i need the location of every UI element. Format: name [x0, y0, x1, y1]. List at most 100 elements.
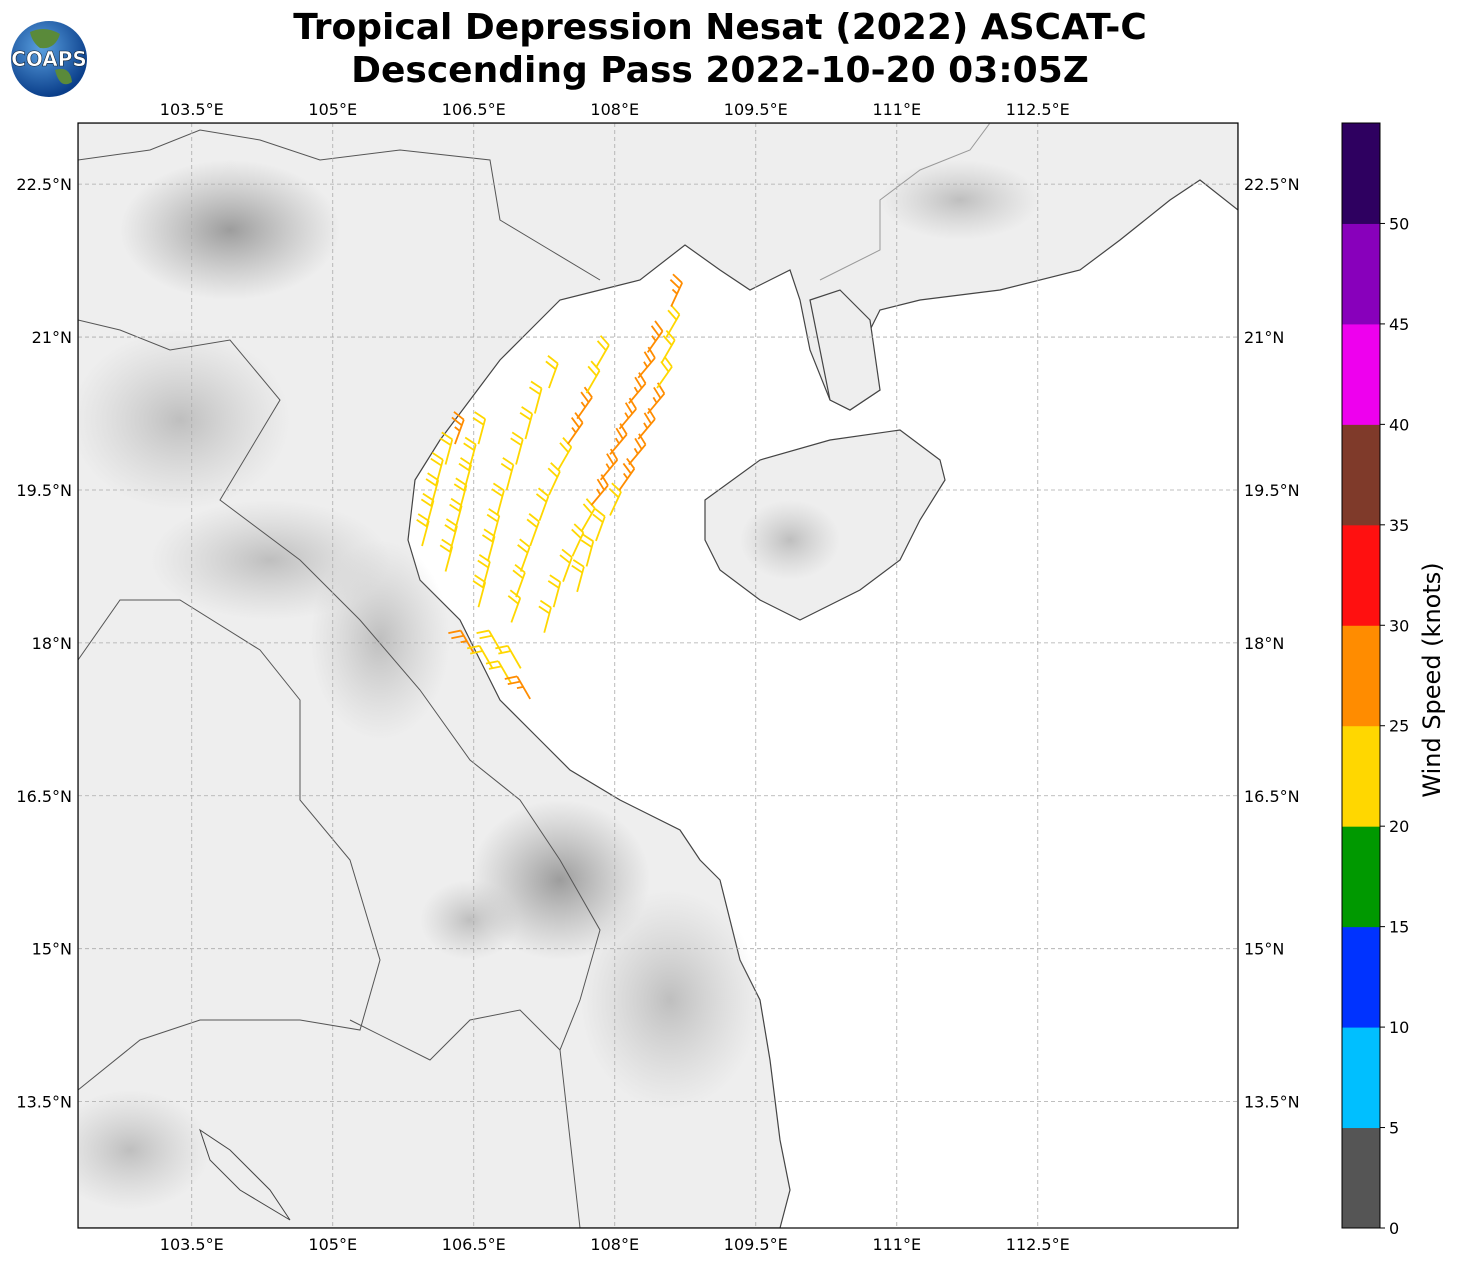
barb-shaft: [646, 393, 666, 415]
barb-full: [510, 437, 522, 446]
barb-full: [420, 498, 433, 508]
barb-shaft: [543, 607, 552, 633]
barb-full: [669, 279, 681, 290]
wind-barb: [535, 487, 550, 521]
title-line-1: Tropical Depression Nesat (2022) ASCAT-C: [293, 7, 1147, 48]
barb-full: [514, 564, 526, 574]
barb-shaft: [557, 446, 573, 471]
barb-full: [519, 411, 532, 421]
colorbar-bin: [1342, 826, 1380, 928]
barb-full: [571, 528, 582, 539]
barb-half: [596, 488, 602, 496]
barb-shaft: [497, 660, 513, 685]
lon-tick-label-top: 108°E: [590, 100, 639, 119]
colorbar-tick-label: 20: [1389, 817, 1409, 836]
wind-barb: [485, 660, 513, 685]
wind-barb: [660, 329, 676, 364]
barb-full: [622, 462, 632, 475]
wind-barb: [585, 360, 601, 394]
lon-tick-label-top: 103.5°E: [160, 100, 224, 119]
barb-shaft: [595, 516, 606, 542]
lat-tick-label-right: 15°N: [1244, 940, 1284, 959]
barb-shaft: [529, 521, 540, 547]
wind-barb: [559, 548, 573, 583]
barb-shaft: [670, 282, 683, 307]
wind-barb: [510, 431, 524, 465]
wind-barb: [580, 533, 595, 567]
lat-tick-label-right: 22.5°N: [1244, 175, 1300, 194]
lat-tick-label-left: 15°N: [32, 940, 72, 959]
colorbar-tick-label: 30: [1389, 616, 1409, 635]
colorbar-tick-label: 25: [1389, 717, 1409, 736]
wind-barbs: [416, 273, 683, 700]
barb-half: [622, 472, 629, 480]
barb-full: [561, 548, 573, 558]
barb-full: [606, 453, 615, 465]
barb-full: [458, 462, 471, 472]
wind-barb: [665, 304, 681, 338]
barb-shaft: [506, 645, 522, 669]
barb-shaft: [656, 366, 673, 389]
barb-shaft: [519, 546, 531, 572]
barb-full: [615, 427, 624, 440]
lat-tick-label-left: 16.5°N: [16, 787, 72, 806]
lon-tick-label-top: 112.5°E: [1006, 100, 1070, 119]
svg-text:COAPS: COAPS: [11, 47, 87, 71]
barb-shaft: [665, 314, 681, 338]
barb-full: [517, 544, 529, 554]
barb-shaft: [510, 597, 522, 623]
barb-full: [530, 380, 543, 390]
lat-tick-label-left: 18°N: [32, 634, 72, 653]
colorbar-tick-label: 0: [1389, 1219, 1399, 1238]
wind-barb: [608, 482, 622, 516]
wind-barb: [581, 498, 596, 532]
lat-tick-label-left: 21°N: [32, 328, 72, 347]
barb-shaft: [468, 444, 477, 470]
barb-full: [460, 457, 472, 466]
barb-full: [571, 564, 583, 574]
axis-ticks: 103.5°E 103.5°E 105°E 105°E 106.5°E 106.5°E 10…: [16, 100, 1299, 1254]
wind-barb: [448, 629, 475, 654]
barb-half: [454, 426, 461, 432]
barb-shaft: [548, 471, 561, 496]
barb-full: [672, 273, 683, 284]
barb-full: [592, 513, 604, 523]
lat-tick-label-left: 22.5°N: [16, 175, 72, 194]
barb-shaft: [459, 630, 475, 654]
barb-full: [441, 538, 453, 548]
wind-barb: [507, 589, 522, 623]
wind-barb: [472, 411, 487, 445]
barb-full: [559, 554, 571, 564]
barb-full: [663, 356, 673, 368]
barb-full: [472, 417, 485, 426]
barb-shaft: [609, 433, 628, 455]
barb-full: [547, 580, 560, 589]
barb-full: [583, 386, 593, 398]
barb-full: [477, 559, 489, 569]
barb-full: [611, 482, 622, 493]
barb-full: [596, 340, 607, 351]
colorbar-tick-label: 15: [1389, 918, 1409, 937]
barb-shaft: [618, 408, 637, 430]
barb-full: [507, 595, 519, 605]
barb-full: [573, 523, 585, 534]
lat-tick-label-right: 16.5°N: [1244, 787, 1300, 806]
colorbar-bin: [1342, 725, 1380, 827]
barb-full: [476, 629, 490, 634]
lon-tick-label-top: 109.5°E: [724, 100, 788, 119]
lon-tick-label-bottom: 103.5°E: [160, 1235, 224, 1254]
country-borders: [78, 123, 991, 1228]
barb-full: [444, 524, 456, 533]
barb-full: [500, 462, 513, 472]
barb-full: [660, 360, 670, 373]
wind-barb: [504, 675, 531, 700]
lon-tick-label-bottom: 108°E: [590, 1235, 639, 1254]
barb-half: [643, 422, 649, 429]
barb-full: [445, 518, 458, 527]
lat-tick-label-left: 13.5°N: [16, 1093, 72, 1112]
barb-shaft: [628, 443, 647, 466]
barb-full: [430, 457, 442, 467]
lon-tick-label-top: 111°E: [872, 100, 921, 119]
barb-full: [582, 533, 594, 543]
